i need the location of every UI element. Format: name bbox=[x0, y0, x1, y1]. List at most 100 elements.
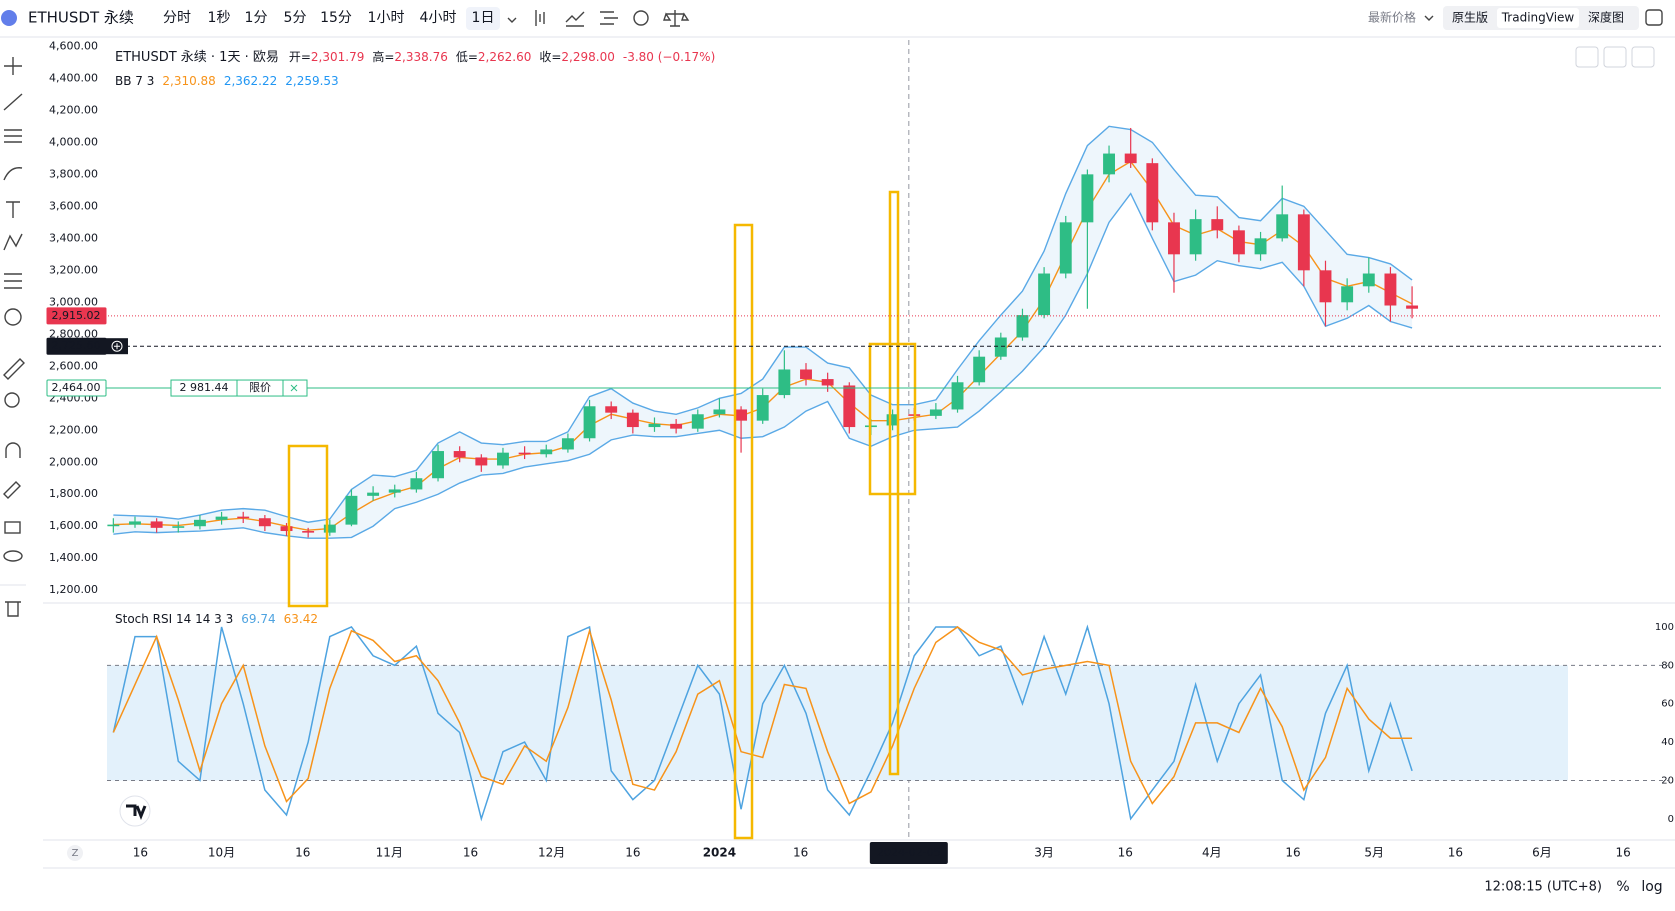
pattern-tool[interactable] bbox=[3, 233, 23, 251]
fib-tool[interactable] bbox=[4, 129, 22, 143]
prediction-tool[interactable] bbox=[4, 273, 22, 289]
tv-logo-mark bbox=[126, 804, 147, 821]
candle-body bbox=[540, 449, 553, 455]
interval[interactable]: 1日 bbox=[472, 10, 495, 26]
candle-body bbox=[1341, 286, 1354, 303]
dropdown-icon[interactable] bbox=[507, 17, 517, 23]
pane-button[interactable] bbox=[1603, 46, 1627, 68]
interval-selected bbox=[466, 7, 500, 30]
symbol[interactable]: ETHUSDT 永续 bbox=[28, 9, 134, 27]
candle-body bbox=[1146, 163, 1159, 223]
brush-tool[interactable] bbox=[3, 167, 23, 181]
x-tick-label: 11月 bbox=[376, 846, 403, 860]
y-tick-label: 3,200.00 bbox=[49, 263, 98, 276]
stoch-line bbox=[112, 624, 1413, 822]
crosshair-tool[interactable] bbox=[4, 57, 22, 75]
candle-body bbox=[1016, 315, 1029, 338]
order-price: 2 981.44 bbox=[180, 381, 229, 394]
interval[interactable]: 4小时 bbox=[420, 10, 457, 26]
interval[interactable]: 5分 bbox=[284, 10, 307, 26]
fullscreen-icon[interactable] bbox=[1645, 9, 1663, 26]
zoom-reset[interactable] bbox=[67, 845, 83, 861]
drawing-rectangle[interactable] bbox=[733, 223, 754, 840]
ohlc-key: 高= bbox=[372, 49, 394, 64]
price-source[interactable]: 最新价格 bbox=[1368, 10, 1416, 25]
candle-body bbox=[929, 409, 942, 416]
percent-toggle[interactable]: % bbox=[1616, 879, 1629, 895]
candle-type-icon[interactable] bbox=[535, 10, 545, 26]
candle-body bbox=[626, 412, 639, 428]
hide-tool[interactable] bbox=[3, 550, 23, 562]
x-tick-label: 16 bbox=[1615, 846, 1630, 860]
candle-body bbox=[1038, 273, 1051, 316]
bb-upper bbox=[113, 125, 1413, 523]
plot-area: 4,600.00 4,400.00 4,200.00 4,000.00 3,800.00… bbox=[49, 39, 1674, 859]
y-tick-label: 3,600.00 bbox=[49, 199, 98, 212]
emoji-tool[interactable] bbox=[4, 308, 22, 326]
x-tick-label: 16 bbox=[625, 846, 640, 860]
trendline-tool[interactable] bbox=[3, 93, 23, 111]
chart-title: ETHUSDT 永续 · 1天 · 欧易 bbox=[115, 50, 279, 65]
interval[interactable]: 分时 bbox=[163, 10, 191, 26]
settings-icon[interactable] bbox=[633, 10, 649, 26]
y-tick-label: 2,200.00 bbox=[49, 423, 98, 436]
ruler-tool[interactable] bbox=[3, 358, 25, 380]
y-tick-label: 4,600.00 bbox=[49, 39, 98, 52]
lock-tool[interactable] bbox=[4, 521, 21, 534]
y-tick-label: 80 bbox=[1661, 660, 1674, 671]
order-cancel[interactable] bbox=[290, 384, 298, 392]
stoch-band bbox=[107, 665, 1568, 781]
candle-body bbox=[367, 492, 380, 496]
delete-tool[interactable] bbox=[5, 601, 21, 617]
balance-icon[interactable] bbox=[663, 10, 690, 27]
view-tab[interactable]: 原生版 bbox=[1452, 11, 1488, 25]
ohlc-value: 2,262.60 bbox=[478, 50, 531, 64]
pane-button[interactable] bbox=[1631, 46, 1655, 68]
order-badge bbox=[170, 379, 308, 397]
candle-body bbox=[345, 495, 358, 525]
interval[interactable]: 1小时 bbox=[368, 10, 405, 26]
crosshair-badge bbox=[869, 842, 948, 864]
candle-body bbox=[1103, 153, 1115, 175]
interval[interactable]: 15分 bbox=[320, 10, 352, 26]
candle-body bbox=[258, 518, 271, 527]
drawing-rectangle[interactable] bbox=[287, 444, 329, 608]
price-badge bbox=[46, 379, 107, 397]
view-tab[interactable]: 深度图 bbox=[1588, 10, 1624, 25]
zoom-reset-label[interactable]: Z bbox=[72, 848, 79, 859]
indicator-icon[interactable] bbox=[565, 11, 585, 27]
pane-button[interactable] bbox=[1575, 46, 1599, 68]
y-tick-label: 1,200.00 bbox=[49, 583, 98, 596]
y-tick-label: 3,800.00 bbox=[49, 167, 98, 180]
y-tick-label: 60 bbox=[1661, 699, 1674, 710]
candle-body bbox=[237, 516, 250, 519]
pane-buttons bbox=[1575, 46, 1655, 68]
drawing-rectangle[interactable] bbox=[888, 190, 900, 776]
text-tool[interactable] bbox=[6, 201, 20, 218]
stoch-line bbox=[112, 626, 1413, 805]
price-badge-label: 2,725.60 bbox=[52, 339, 101, 352]
candle-body bbox=[670, 423, 683, 429]
price-badge bbox=[46, 307, 107, 325]
candle-body bbox=[1124, 153, 1137, 164]
template-icon[interactable] bbox=[600, 11, 618, 25]
candle-body bbox=[1406, 305, 1419, 309]
candle-body bbox=[302, 531, 315, 533]
drawing-rectangle[interactable] bbox=[868, 342, 917, 496]
interval[interactable]: 1秒 bbox=[208, 10, 231, 26]
candle-body bbox=[1232, 230, 1245, 255]
candle-body bbox=[475, 457, 488, 466]
magnet-tool[interactable] bbox=[5, 442, 21, 458]
lock-draw-tool[interactable] bbox=[3, 481, 21, 499]
y-tick-label: 4,000.00 bbox=[49, 135, 98, 148]
zoom-tool[interactable] bbox=[4, 392, 20, 408]
log-toggle[interactable]: log bbox=[1641, 879, 1662, 895]
interval[interactable]: 1分 bbox=[245, 10, 268, 26]
view-selected bbox=[1497, 8, 1579, 28]
stoch-legend: Stoch RSI 14 14 3 3 69.74 63.42 bbox=[115, 612, 318, 626]
view-tab[interactable]: TradingView bbox=[1501, 11, 1575, 25]
dropdown-icon[interactable] bbox=[1424, 15, 1434, 21]
stoch-value: 69.74 bbox=[241, 612, 275, 626]
tool-icons bbox=[535, 10, 690, 27]
ohlc-value: 2,301.79 bbox=[311, 50, 364, 64]
